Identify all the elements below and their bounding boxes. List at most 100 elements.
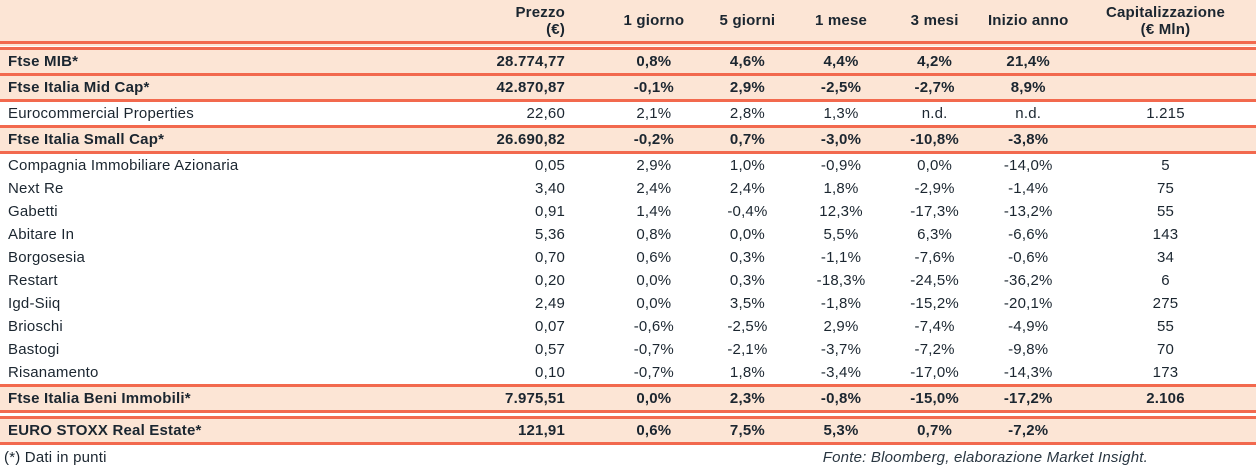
value-cell: 2,3% xyxy=(700,385,795,419)
table-row: Ftse Italia Mid Cap* 42.870,87 -0,1% 2,9% -2… xyxy=(0,74,1256,102)
value-cell: 2,4% xyxy=(636,180,672,197)
table-row: Brioschi 0,07 -0,6% -2,5% 2,9% -7,4% -4,9% 55 xyxy=(0,315,1256,338)
value-cell: 1,8% xyxy=(823,180,859,197)
value-cell: -1,4% xyxy=(1008,180,1049,197)
value-cell: 0,70 xyxy=(535,249,566,266)
value-cell: 22,60 xyxy=(457,100,608,128)
value-cell: 0,6% xyxy=(636,249,672,266)
value-cell: 0,0% xyxy=(917,157,953,174)
value-cell: -0,6% xyxy=(633,318,674,335)
value-cell xyxy=(1075,74,1256,102)
value-cell: 2,8% xyxy=(700,100,795,128)
table-row: Ftse Italia Small Cap* 26.690,82 -0,2% 0,7%… xyxy=(0,126,1256,154)
security-name-cell: Risanamento xyxy=(0,361,458,387)
value-cell: -2,5% xyxy=(727,318,768,335)
value-cell: -24,5% xyxy=(910,272,959,289)
value-cell: n.d. xyxy=(981,100,1075,128)
security-name-cell: Ftse MIB* xyxy=(0,45,458,76)
value-cell: 0,91 xyxy=(535,203,566,220)
column-header: Prezzo (€) xyxy=(457,0,608,50)
value-cell: -3,4% xyxy=(794,361,888,387)
value-cell: 0,8% xyxy=(607,45,701,76)
value-cell: 0,3% xyxy=(729,272,765,289)
value-cell: -3,0% xyxy=(794,126,888,154)
value-cell: -7,2% xyxy=(914,341,955,358)
value-cell: 0,7% xyxy=(887,414,982,445)
value-cell: n.d. xyxy=(887,100,982,128)
security-name-cell: Next Re xyxy=(8,180,64,197)
value-cell: 6,3% xyxy=(917,226,953,243)
table-row: Abitare In 5,36 0,8% 0,0% 5,5% 6,3% -6,6% 143 xyxy=(0,223,1256,246)
value-cell: 3,5% xyxy=(729,295,765,312)
security-name-cell: Igd-Siiq xyxy=(8,295,61,312)
value-cell: 143 xyxy=(1152,226,1179,243)
value-cell: 0,07 xyxy=(535,318,566,335)
security-name-cell: EURO STOXX Real Estate* xyxy=(0,414,458,445)
table-row: Restart 0,20 0,0% 0,3% -18,3% -24,5% -36,2% 6 xyxy=(0,269,1256,292)
real-estate-quotes-table: Prezzo (€) 1 giorno 5 giorni 1 mese 3 mesi Ini… xyxy=(0,0,1256,445)
security-name-cell: Eurocommercial Properties xyxy=(0,100,458,128)
value-cell: -0,4% xyxy=(727,203,768,220)
source-attribution: Fonte: Bloomberg, elaborazione Market In… xyxy=(822,449,1148,466)
value-cell: 0,57 xyxy=(535,341,566,358)
security-name-cell: Ftse Italia Beni Immobili* xyxy=(0,385,458,419)
value-cell: -7,6% xyxy=(914,249,955,266)
value-cell xyxy=(1075,45,1256,76)
value-cell: 2,1% xyxy=(607,100,701,128)
value-cell: 0,6% xyxy=(607,414,701,445)
value-cell: 1,3% xyxy=(794,100,888,128)
value-cell: 0,8% xyxy=(636,226,672,243)
value-cell: 42.870,87 xyxy=(457,74,608,102)
column-header: 3 mesi xyxy=(887,0,982,50)
value-cell: -15,0% xyxy=(887,385,982,419)
value-cell: -17,2% xyxy=(981,385,1075,419)
header-row: Prezzo (€) 1 giorno 5 giorni 1 mese 3 mesi Ini… xyxy=(0,0,1256,50)
value-cell: 1,4% xyxy=(636,203,672,220)
value-cell: 0,10 xyxy=(457,361,608,387)
security-name-cell: Ftse Italia Small Cap* xyxy=(0,126,458,154)
value-cell: -3,8% xyxy=(981,126,1075,154)
table-header: Prezzo (€) 1 giorno 5 giorni 1 mese 3 mesi Ini… xyxy=(0,0,1256,50)
value-cell: -14,0% xyxy=(1003,157,1053,174)
value-cell: 5,5% xyxy=(823,226,859,243)
security-name-cell: Gabetti xyxy=(8,203,58,220)
value-cell: 1,0% xyxy=(729,157,765,174)
value-cell: 3,40 xyxy=(535,180,566,197)
table-row: Risanamento 0,10 -0,7% 1,8% -3,4% -17,0% -14,3… xyxy=(0,361,1256,387)
value-cell: 5,3% xyxy=(794,414,888,445)
security-name-cell: Borgosesia xyxy=(8,249,86,266)
value-cell: -10,8% xyxy=(887,126,982,154)
column-header: Inizio anno xyxy=(981,0,1075,50)
value-cell: 28.774,77 xyxy=(457,45,608,76)
value-cell: -36,2% xyxy=(1003,272,1053,289)
value-cell: 7,5% xyxy=(700,414,795,445)
value-cell: 4,6% xyxy=(700,45,795,76)
value-cell: 0,0% xyxy=(636,295,672,312)
table-footer: (*) Dati in punti Fonte: Bloomberg, elab… xyxy=(0,445,1256,466)
value-cell: 4,4% xyxy=(794,45,888,76)
security-name-cell: Restart xyxy=(8,272,58,289)
table-row: Next Re 3,40 2,4% 2,4% 1,8% -2,9% -1,4% 75 xyxy=(0,177,1256,200)
value-cell: -2,1% xyxy=(727,341,768,358)
value-cell: -0,9% xyxy=(820,157,862,174)
security-name-cell: Abitare In xyxy=(8,226,75,243)
security-name-cell: Compagnia Immobiliare Azionaria xyxy=(8,157,239,174)
value-cell: -0,7% xyxy=(633,341,674,358)
value-cell: -0,7% xyxy=(607,361,701,387)
value-cell: 2,9% xyxy=(823,318,859,335)
footnote-dati-in-punti: (*) Dati in punti xyxy=(4,449,107,466)
value-cell xyxy=(1075,414,1256,445)
table-body: Ftse MIB* 28.774,77 0,8% 4,6% 4,4% 4,2% 21,4% F… xyxy=(0,45,1256,445)
value-cell: 55 xyxy=(1156,203,1175,220)
table-row: Compagnia Immobiliare Azionaria 0,05 2,9% 1… xyxy=(0,153,1256,178)
value-cell: -2,5% xyxy=(794,74,888,102)
value-cell: -13,2% xyxy=(1003,203,1053,220)
value-cell: -2,9% xyxy=(914,180,955,197)
value-cell: -0,1% xyxy=(607,74,701,102)
value-cell: 2,9% xyxy=(636,157,672,174)
value-cell: 7.975,51 xyxy=(457,385,608,419)
value-cell: -7,2% xyxy=(981,414,1075,445)
column-header: 1 mese xyxy=(794,0,888,50)
table-row: EURO STOXX Real Estate* 121,91 0,6% 7,5% 5,3… xyxy=(0,414,1256,445)
